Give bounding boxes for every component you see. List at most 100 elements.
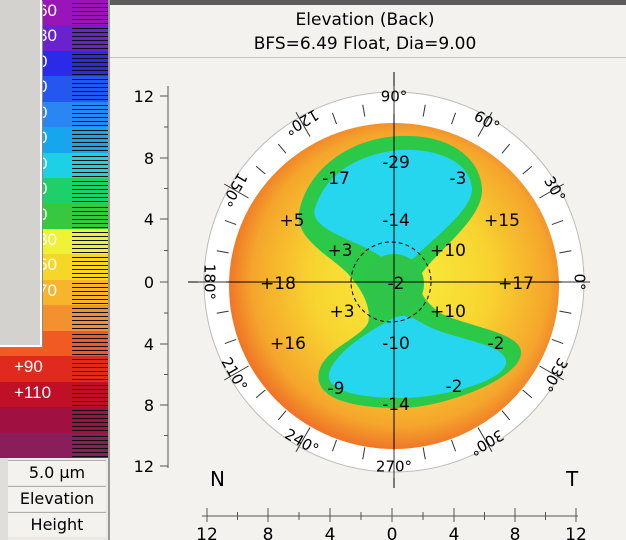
panel-top-border (110, 0, 626, 5)
scale-swatch (0, 407, 72, 433)
scale-label: 0 (38, 102, 48, 122)
x-tick-label: 4 (325, 525, 336, 540)
info-left-edge (0, 458, 8, 540)
scale-lines (72, 0, 108, 26)
ring-tick (295, 112, 311, 137)
ring-tick (450, 112, 457, 125)
ring-tick (277, 410, 287, 421)
ring-tick (559, 310, 572, 314)
ring-tick (216, 310, 229, 314)
ring-tick (224, 338, 237, 345)
scale-lines (72, 101, 108, 128)
map-value: -17 (322, 169, 350, 189)
map-value: -9 (328, 379, 345, 399)
map-value: -2 (446, 377, 463, 397)
map-title: Elevation (Back) (295, 10, 435, 30)
map-value: +18 (260, 274, 296, 294)
overlay-popup[interactable] (0, 0, 42, 347)
scale-lines (72, 203, 108, 229)
scale-row: +110 (0, 381, 108, 408)
cyan-top-lobe (314, 149, 473, 264)
ring-tick (362, 447, 366, 460)
ring-tick (522, 389, 533, 399)
map-subtitle: BFS=6.49 Float, Dia=9.00 (253, 34, 477, 54)
scale-lines (72, 127, 108, 153)
scale-label: 70 (38, 280, 57, 300)
ring-tick (551, 338, 564, 345)
cyan-bottom-lobe (328, 316, 507, 398)
scale-lines (72, 25, 108, 51)
ring-tick (224, 365, 249, 381)
ring-ticks (198, 86, 590, 478)
x-tick-label: 8 (510, 525, 521, 540)
ring-tick (539, 183, 564, 199)
scale-lines (72, 178, 108, 204)
scale-row: +90 (0, 356, 108, 382)
scale-label: 0 (38, 179, 48, 199)
ring-tick (216, 250, 229, 254)
x-tick-label: 0 (387, 525, 398, 540)
ring-tick (559, 250, 572, 254)
scale-lines (72, 229, 108, 255)
map-value: +10 (430, 302, 466, 322)
angle-label: 0° (571, 273, 589, 290)
ring-tick (295, 427, 311, 452)
ring-tick (224, 219, 237, 226)
title-separator (110, 57, 626, 58)
scale-label: +90 (14, 357, 43, 377)
panel-divider (108, 0, 110, 540)
x-tick-label: 8 (263, 525, 274, 540)
step-size-label[interactable]: 5.0 µm (8, 460, 106, 485)
scale-label: 50 (38, 255, 57, 275)
map-value: +16 (270, 334, 306, 354)
scale-row (0, 407, 108, 433)
y-tick-label: 12 (134, 457, 154, 476)
angle-label: 90° (381, 88, 408, 106)
ring-tick (522, 165, 533, 175)
scale-lines (72, 381, 108, 408)
map-value: +10 (430, 241, 466, 261)
y-tick-label: 4 (144, 335, 154, 354)
y-tick-label: 0 (144, 273, 154, 292)
ring-tick (477, 427, 493, 452)
map-value: -2 (388, 274, 405, 294)
ring-tick (539, 365, 564, 381)
ring-tick (277, 143, 287, 154)
x-tick-label: 12 (565, 525, 587, 540)
ring-tick (450, 439, 457, 452)
scale-label: 60 (38, 1, 57, 20)
scale-lines (72, 407, 108, 433)
ring-tick (255, 165, 266, 175)
ring-tick (255, 389, 266, 399)
nasal-label: N (210, 467, 225, 491)
scale-swatch (0, 381, 72, 408)
x-ruler-ticks: 12 8 4 0 4 8 12 (196, 508, 587, 540)
x-tick-label: 12 (196, 525, 218, 540)
y-tick-label: 8 (144, 149, 154, 168)
temporal-label: T (565, 467, 579, 491)
map-value: +3 (329, 302, 354, 322)
scale-label: 0 (38, 51, 48, 71)
scale-label: 0 (38, 153, 48, 173)
scale-swatch (0, 432, 72, 458)
map-value: -29 (382, 153, 410, 173)
map-value: +3 (327, 241, 352, 261)
ring-tick (362, 104, 366, 117)
scale-lines (72, 356, 108, 382)
map-value: +15 (484, 211, 520, 231)
scale-lines (72, 432, 108, 458)
map-value: +17 (498, 274, 534, 294)
ring-tick (224, 183, 249, 199)
mode-label[interactable]: Elevation (8, 486, 106, 511)
scale-label: +110 (14, 382, 52, 402)
type-label[interactable]: Height (8, 512, 106, 537)
scale-lines (72, 305, 108, 331)
angle-label: 270° (376, 458, 412, 476)
scale-label: 0 (38, 77, 48, 97)
scale-swatch (0, 356, 72, 382)
scale-lines (72, 279, 108, 306)
x-tick-label: 4 (449, 525, 460, 540)
map-value: +5 (279, 211, 304, 231)
